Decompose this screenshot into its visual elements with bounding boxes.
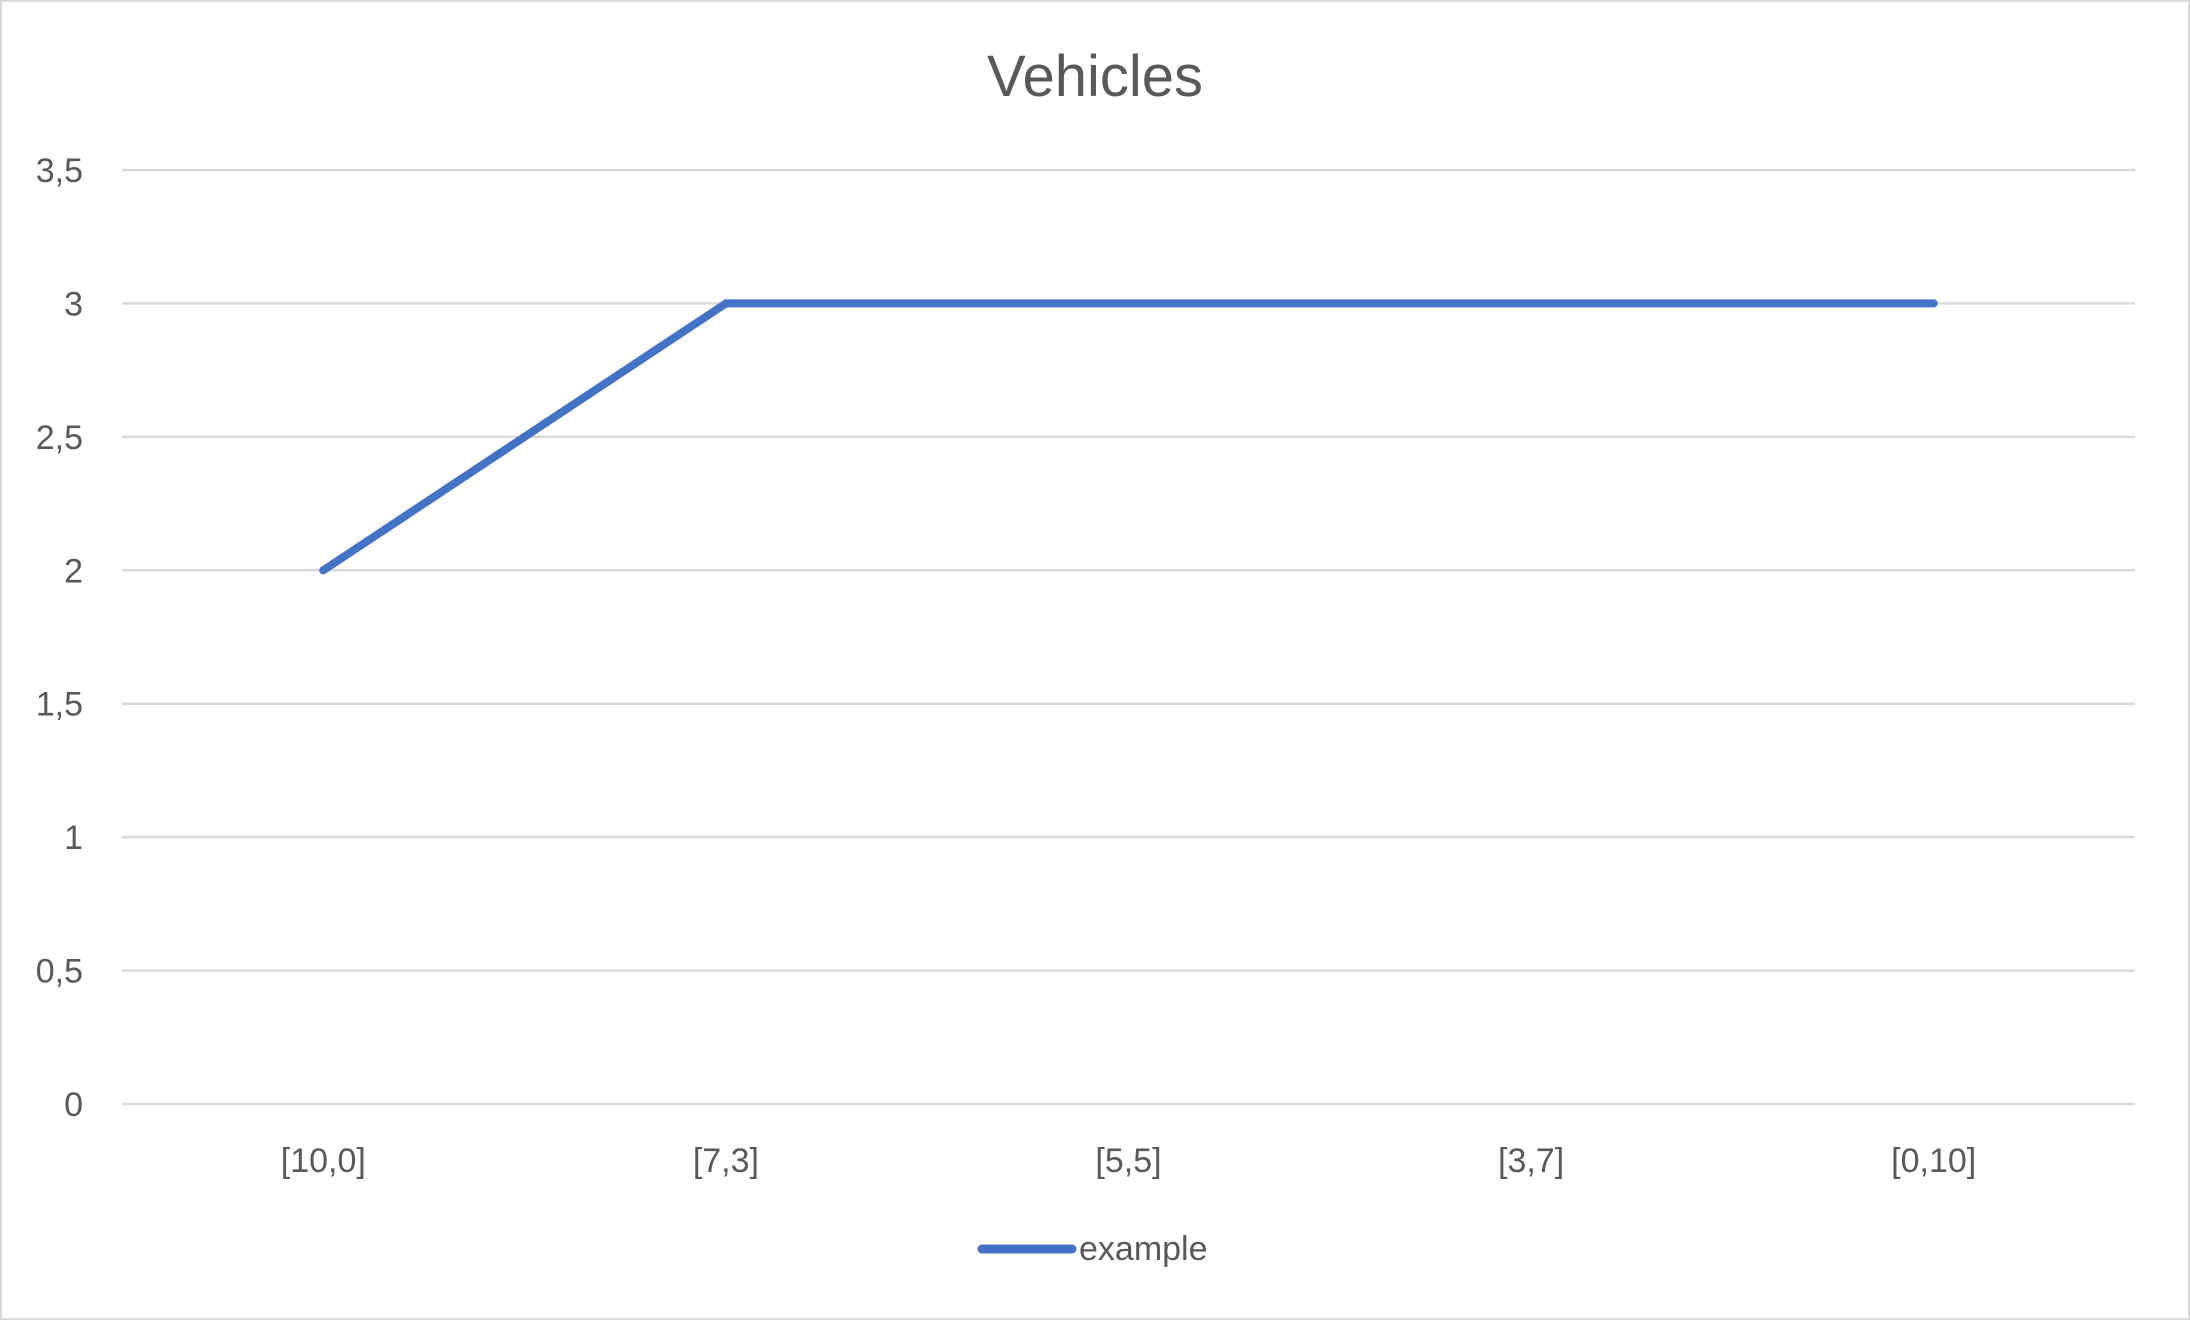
data-point	[1527, 299, 1536, 308]
y-tick-label: 3,5	[36, 152, 83, 190]
x-tick-label: [5,5]	[1095, 1142, 1161, 1180]
x-tick-label: [7,3]	[693, 1142, 759, 1180]
y-tick-label: 1	[64, 819, 83, 857]
chart-title: Vehicles	[987, 44, 1203, 109]
data-point	[319, 566, 328, 575]
data-point	[1124, 299, 1133, 308]
x-axis-tick-labels: [10,0] [7,3] [5,5] [3,7] [0,10]	[281, 1142, 1976, 1180]
y-tick-label: 0,5	[36, 953, 83, 991]
legend: example	[977, 1230, 1208, 1268]
gridlines	[122, 168, 2135, 1106]
data-point	[721, 299, 730, 308]
y-axis-tick-labels: 0 0,5 1 1,5 2 2,5 3 3,5	[36, 152, 83, 1124]
x-tick-label: [3,7]	[1498, 1142, 1564, 1180]
legend-label-example: example	[1079, 1230, 1208, 1268]
y-tick-label: 2	[64, 552, 83, 590]
x-tick-label: [10,0]	[281, 1142, 366, 1180]
y-tick-label: 0	[64, 1086, 83, 1124]
x-tick-label: [0,10]	[1891, 1142, 1976, 1180]
series-layer	[319, 299, 1938, 575]
y-tick-label: 1,5	[36, 686, 83, 724]
y-tick-label: 3	[64, 285, 83, 323]
data-point	[1929, 299, 1938, 308]
y-tick-label: 2,5	[36, 419, 83, 457]
